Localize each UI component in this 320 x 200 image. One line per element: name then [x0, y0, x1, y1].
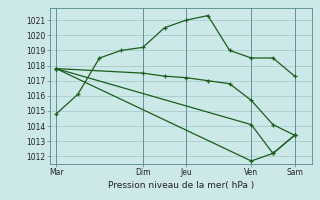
X-axis label: Pression niveau de la mer( hPa ): Pression niveau de la mer( hPa ) [108, 181, 254, 190]
